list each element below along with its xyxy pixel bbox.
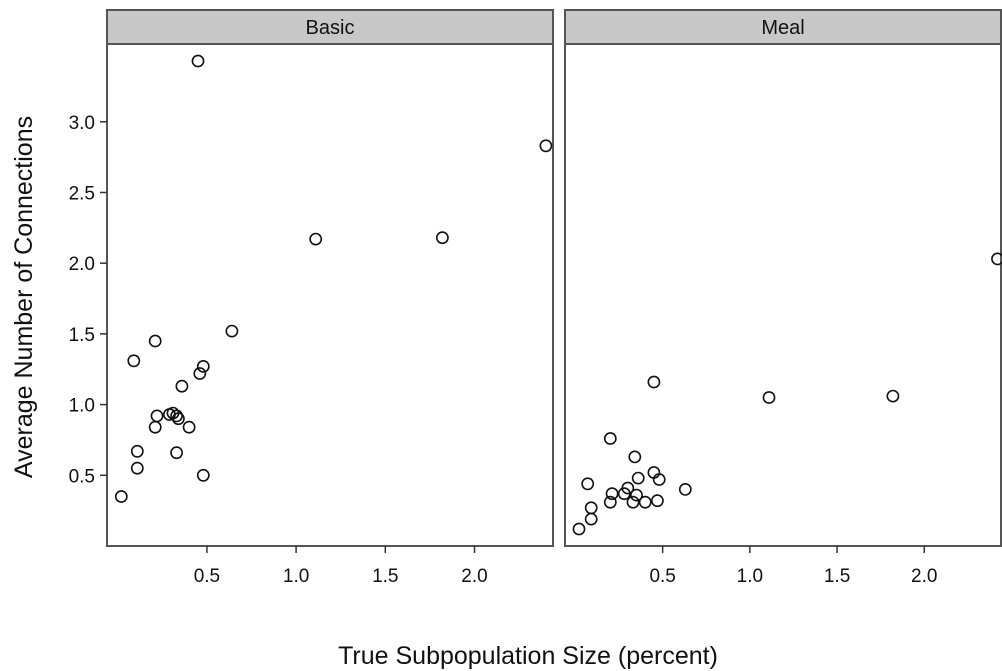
x-axis: 0.5 1.0 1.5 2.0 0.5 1.0 1.5 2.0	[194, 546, 937, 587]
data-point	[150, 409, 164, 423]
data-point	[652, 473, 666, 486]
data-point	[638, 495, 652, 509]
data-point	[584, 512, 598, 526]
x-tick-label: 1.5	[372, 566, 398, 587]
y-tick-label: 0.5	[69, 466, 95, 487]
x-tick-label: 1.0	[737, 566, 763, 587]
y-axis-label: Average Number of Connections	[10, 116, 38, 478]
x-tick-label: 1.5	[824, 566, 850, 587]
y-tick-label: 1.5	[69, 325, 95, 346]
data-point	[603, 432, 617, 445]
x-tick-label: 2.0	[911, 566, 937, 587]
data-point	[626, 495, 640, 509]
panel-meal: Meal	[564, 9, 1002, 547]
data-point	[991, 252, 1002, 266]
data-point	[309, 232, 323, 246]
data-point	[170, 409, 183, 423]
data-point	[651, 494, 664, 508]
data-point	[886, 389, 900, 403]
data-point	[628, 450, 642, 464]
data-point	[762, 391, 776, 404]
data-point	[647, 375, 661, 389]
data-point	[678, 482, 692, 496]
x-tick-label: 2.0	[461, 566, 487, 587]
data-point	[175, 379, 189, 393]
panel-basic: Basic	[106, 9, 554, 547]
data-point	[130, 444, 144, 458]
data-point	[196, 359, 210, 373]
data-point	[191, 54, 205, 68]
x-tick-label: 0.5	[649, 566, 675, 587]
panel-title: Basic	[306, 17, 355, 39]
data-point	[539, 139, 553, 153]
data-point	[631, 471, 645, 485]
panels-layer: Basic Meal	[106, 9, 1002, 547]
data-point	[182, 420, 196, 434]
data-point	[581, 477, 595, 491]
data-point	[572, 522, 586, 536]
data-point	[603, 495, 617, 509]
data-point	[225, 324, 239, 338]
data-point	[171, 412, 185, 426]
x-tick-label: 0.5	[194, 566, 220, 587]
panel-plot-area	[106, 43, 554, 547]
y-tick-label: 1.0	[69, 396, 95, 417]
x-axis-label: True Subpopulation Size (percent)	[338, 642, 718, 670]
panel-strip	[106, 9, 554, 45]
y-tick-label: 2.5	[69, 183, 95, 204]
data-point	[621, 481, 635, 495]
data-point	[170, 446, 183, 460]
data-point	[435, 231, 449, 245]
data-point	[148, 334, 162, 348]
panel-plot-area	[564, 43, 1002, 547]
data-point	[630, 488, 643, 502]
y-tick-label: 3.0	[69, 113, 95, 134]
panel-title: Meal	[761, 17, 804, 39]
y-axis: 0.5 1.0 1.5 2.0 2.5 3.0	[69, 113, 107, 487]
data-point	[114, 490, 128, 503]
data-point	[193, 367, 207, 380]
y-tick-label: 2.0	[69, 254, 95, 275]
data-point	[196, 468, 210, 482]
data-point	[130, 461, 144, 475]
data-point	[605, 487, 619, 501]
x-tick-label: 1.0	[283, 566, 309, 587]
data-point	[127, 354, 141, 368]
